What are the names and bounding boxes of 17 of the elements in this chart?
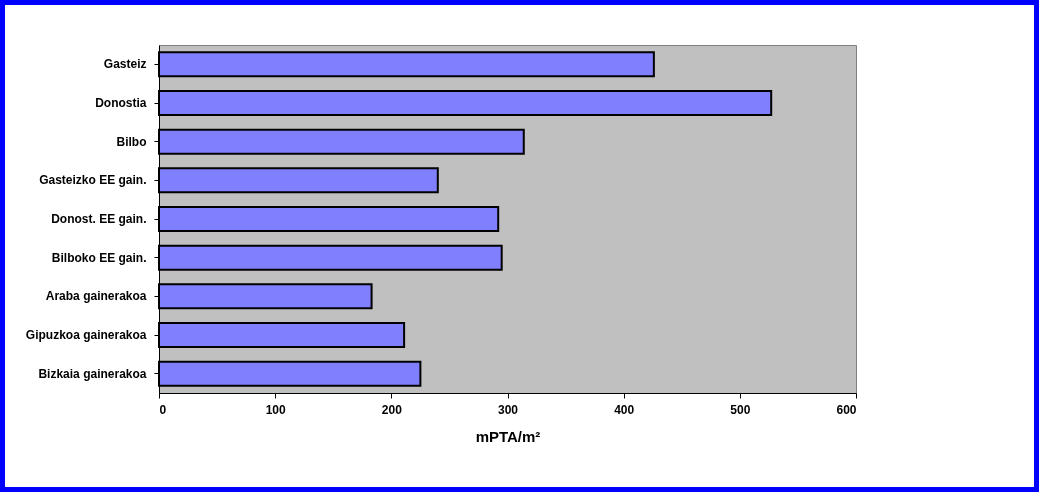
y-tick-label: Bizkaia gainerakoa [38,366,147,381]
y-tick-label: Gasteizko EE gain. [39,173,147,188]
x-tick-label: 400 [614,402,635,417]
x-axis-title: mPTA/m² [475,427,541,445]
y-tick-label: Gasteiz [103,57,147,72]
x-tick-label: 0 [159,402,167,417]
y-tick-label: Donostia [95,96,147,110]
x-tick-label: 100 [265,402,286,417]
y-tick-label: Bilbo [116,134,147,149]
y-tick-label: Araba gainerakoa [45,289,147,304]
x-tick-label: 500 [730,402,751,417]
y-tick-label: Donost. EE gain. [51,212,147,226]
y-tick-label: Gipuzkoa gainerakoa [25,328,147,342]
x-tick-label: 600 [836,402,857,417]
x-tick-label: 200 [381,402,403,417]
x-tick-label: 300 [497,402,519,417]
y-tick-label: Bilboko EE gain. [51,250,147,265]
